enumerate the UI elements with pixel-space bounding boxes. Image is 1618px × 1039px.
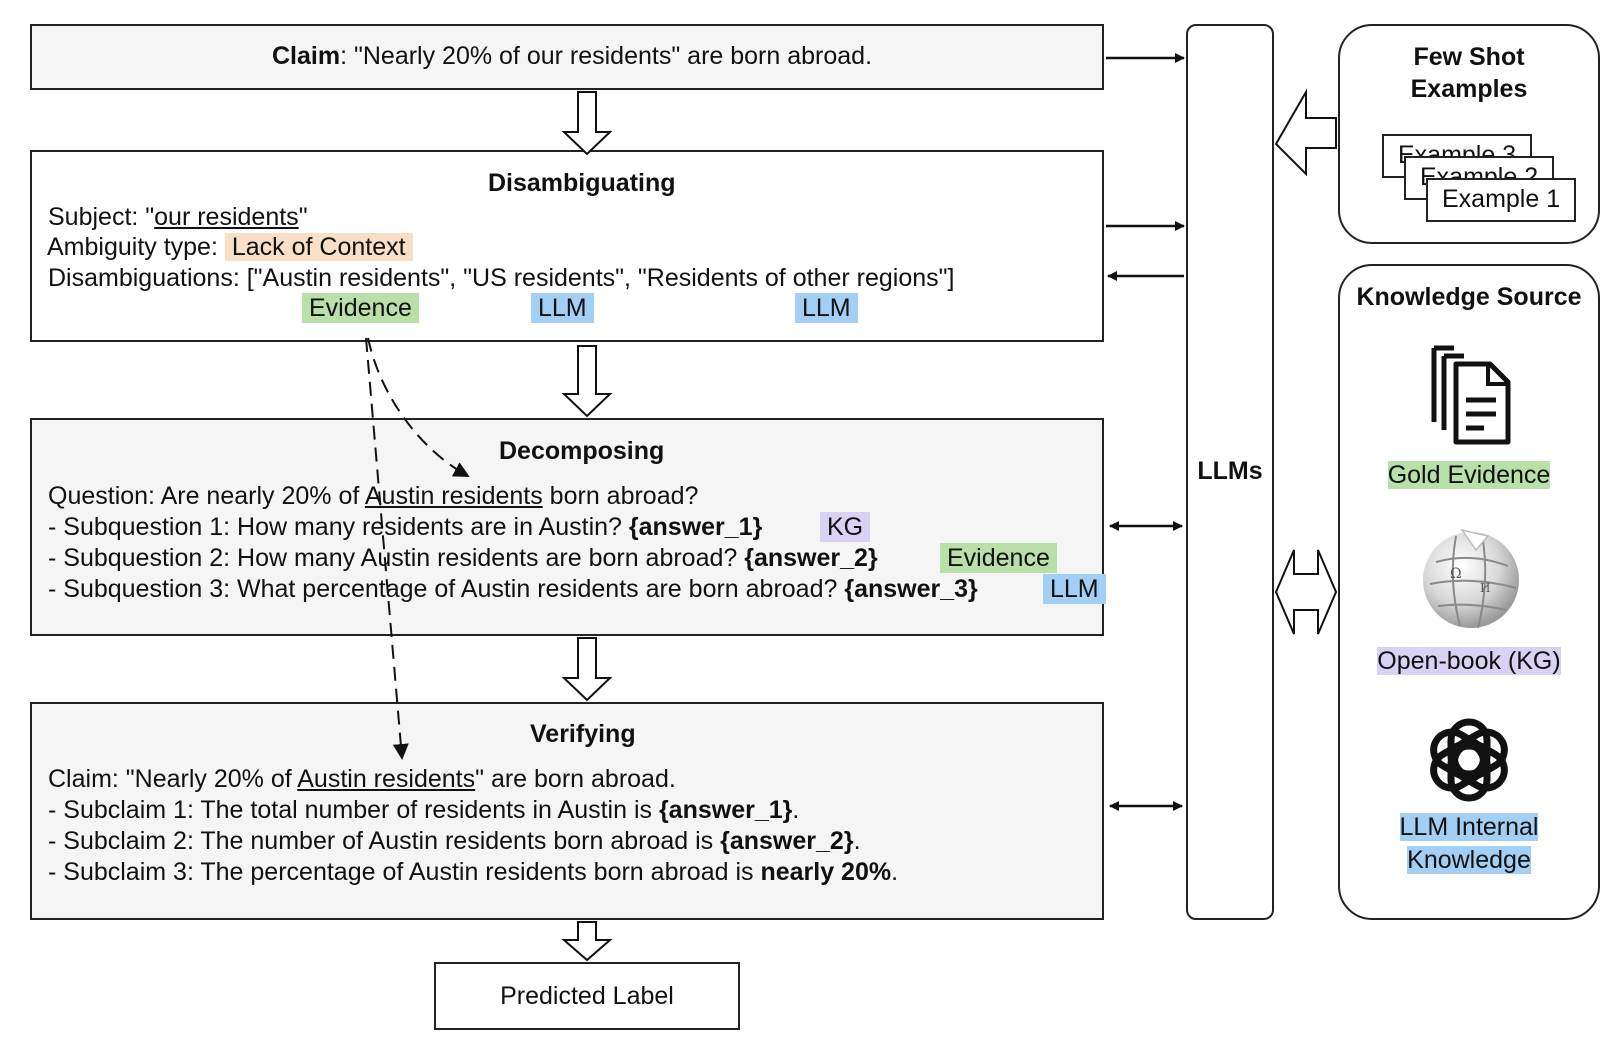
subclaim-3-text: - Subclaim 3: The percentage of Austin r… (48, 858, 761, 886)
verify-claim-prefix: Claim: "Nearly 20% of (48, 765, 298, 793)
ambiguity-label: Ambiguity type: (47, 233, 218, 261)
llm-tag-us: LLM (531, 293, 594, 323)
disambiguations-line: Disambiguations: ["Austin residents", "U… (48, 264, 955, 292)
subclaim-2-text: - Subclaim 2: The number of Austin resid… (48, 827, 721, 855)
verifying-box (30, 702, 1104, 920)
decomposing-title: Decomposing (499, 437, 665, 465)
subquestion-1-text: - Subquestion 1: How many residents are … (48, 513, 629, 541)
claim-text: Claim: "Nearly 20% of our residents" are… (272, 41, 872, 71)
claim-box (30, 24, 1104, 90)
open-book-text: Open-book (KG) (1377, 647, 1561, 675)
example-card-1: Example 1 (1426, 178, 1576, 222)
subquestion-1: - Subquestion 1: How many residents are … (48, 512, 762, 542)
svg-text:Ω: Ω (1450, 566, 1462, 582)
svg-text:И: И (1480, 581, 1490, 595)
flow-arrow-disambiguating-to-decomposing (561, 345, 613, 418)
evidence-tag: Evidence (302, 293, 419, 323)
question-prefix: Question: Are nearly 20% of (48, 482, 365, 510)
evidence-tag-sq2: Evidence (940, 543, 1057, 573)
question-entity: Austin residents (364, 482, 543, 510)
disambiguating-title: Disambiguating (488, 169, 676, 197)
subquestion-3: - Subquestion 3: What percentage of Aust… (48, 574, 978, 604)
llm-internal-label-1: LLM Internal (1338, 812, 1600, 842)
few-shot-title-2: Examples (1410, 75, 1528, 103)
question-line: Question: Are nearly 20% of Austin resid… (48, 481, 698, 511)
claim-content: : "Nearly 20% of our residents" are born… (340, 42, 873, 70)
decomposing-box (30, 418, 1104, 636)
flow-arrow-verifying-to-label (561, 921, 613, 962)
subclaim-2: - Subclaim 2: The number of Austin resid… (48, 826, 861, 856)
few-shot-to-llms-arrow (1274, 88, 1337, 177)
subquestion-2-answer: {answer_2} (744, 544, 878, 572)
subclaim-3: - Subclaim 3: The percentage of Austin r… (48, 857, 898, 887)
few-shot-title-1: Few Shot (1413, 43, 1525, 71)
gold-evidence-label: Gold Evidence (1338, 460, 1600, 490)
subject-suffix: " (298, 203, 308, 231)
knowledge-source-title: Knowledge Source (1356, 283, 1582, 311)
llm-internal-text-1: LLM Internal (1399, 813, 1539, 841)
verify-claim-suffix: " are born abroad. (475, 765, 676, 793)
open-book-label: Open-book (KG) (1338, 646, 1600, 676)
documents-icon (1431, 345, 1511, 445)
verify-claim-line: Claim: "Nearly 20% of Austin residents" … (48, 764, 676, 794)
llm-internal-label-2: Knowledge (1338, 845, 1600, 875)
flow-arrow-claim-to-disambiguating (561, 91, 613, 156)
question-suffix: born abroad? (542, 482, 699, 510)
openai-logo-icon (1430, 718, 1508, 802)
llm-tag-sq3: LLM (1043, 574, 1106, 604)
llm-tag-other: LLM (795, 293, 858, 323)
ambiguity-line: Ambiguity type: Lack of Context (47, 232, 413, 262)
subclaim-3-end: . (891, 858, 899, 886)
claim-label: Claim (272, 42, 341, 70)
subquestion-1-answer: {answer_1} (628, 513, 763, 541)
subquestion-2: - Subquestion 2: How many Austin residen… (48, 543, 878, 573)
subclaim-1: - Subclaim 1: The total number of reside… (48, 795, 799, 825)
ambiguity-type-badge: Lack of Context (224, 233, 413, 261)
subquestion-3-answer: {answer_3} (844, 575, 978, 603)
subject-prefix: Subject: " (48, 203, 155, 231)
predicted-label-text: Predicted Label (500, 982, 674, 1010)
llms-box (1186, 24, 1274, 920)
gold-evidence-text: Gold Evidence (1387, 461, 1551, 489)
subclaim-2-end: . (853, 827, 861, 855)
subquestion-3-text: - Subquestion 3: What percentage of Aust… (48, 575, 845, 603)
llm-internal-text-2: Knowledge (1407, 846, 1531, 874)
knowledge-llms-double-arrow (1274, 549, 1338, 635)
subclaim-2-answer: {answer_2} (720, 827, 854, 855)
llms-label: LLMs (1197, 457, 1263, 485)
dashed-arrow-to-decomposing (367, 337, 470, 477)
subquestion-2-text: - Subquestion 2: How many Austin residen… (48, 544, 745, 572)
subclaim-1-answer: {answer_1} (658, 796, 793, 824)
subclaim-1-text: - Subclaim 1: The total number of reside… (48, 796, 659, 824)
verify-claim-entity: Austin residents (297, 765, 476, 793)
verifying-title: Verifying (530, 720, 636, 748)
subject-value: our residents (154, 203, 299, 231)
predicted-label-box (434, 962, 740, 1030)
subclaim-3-answer: nearly 20% (760, 858, 892, 886)
kg-tag: KG (820, 512, 871, 542)
wikipedia-globe-icon: Ω И (1423, 528, 1519, 629)
subject-line: Subject: "our residents" (48, 202, 308, 232)
subclaim-1-end: . (792, 796, 800, 824)
dashed-arrow-to-verifying (365, 337, 409, 760)
flow-arrow-decomposing-to-verifying (561, 637, 613, 702)
